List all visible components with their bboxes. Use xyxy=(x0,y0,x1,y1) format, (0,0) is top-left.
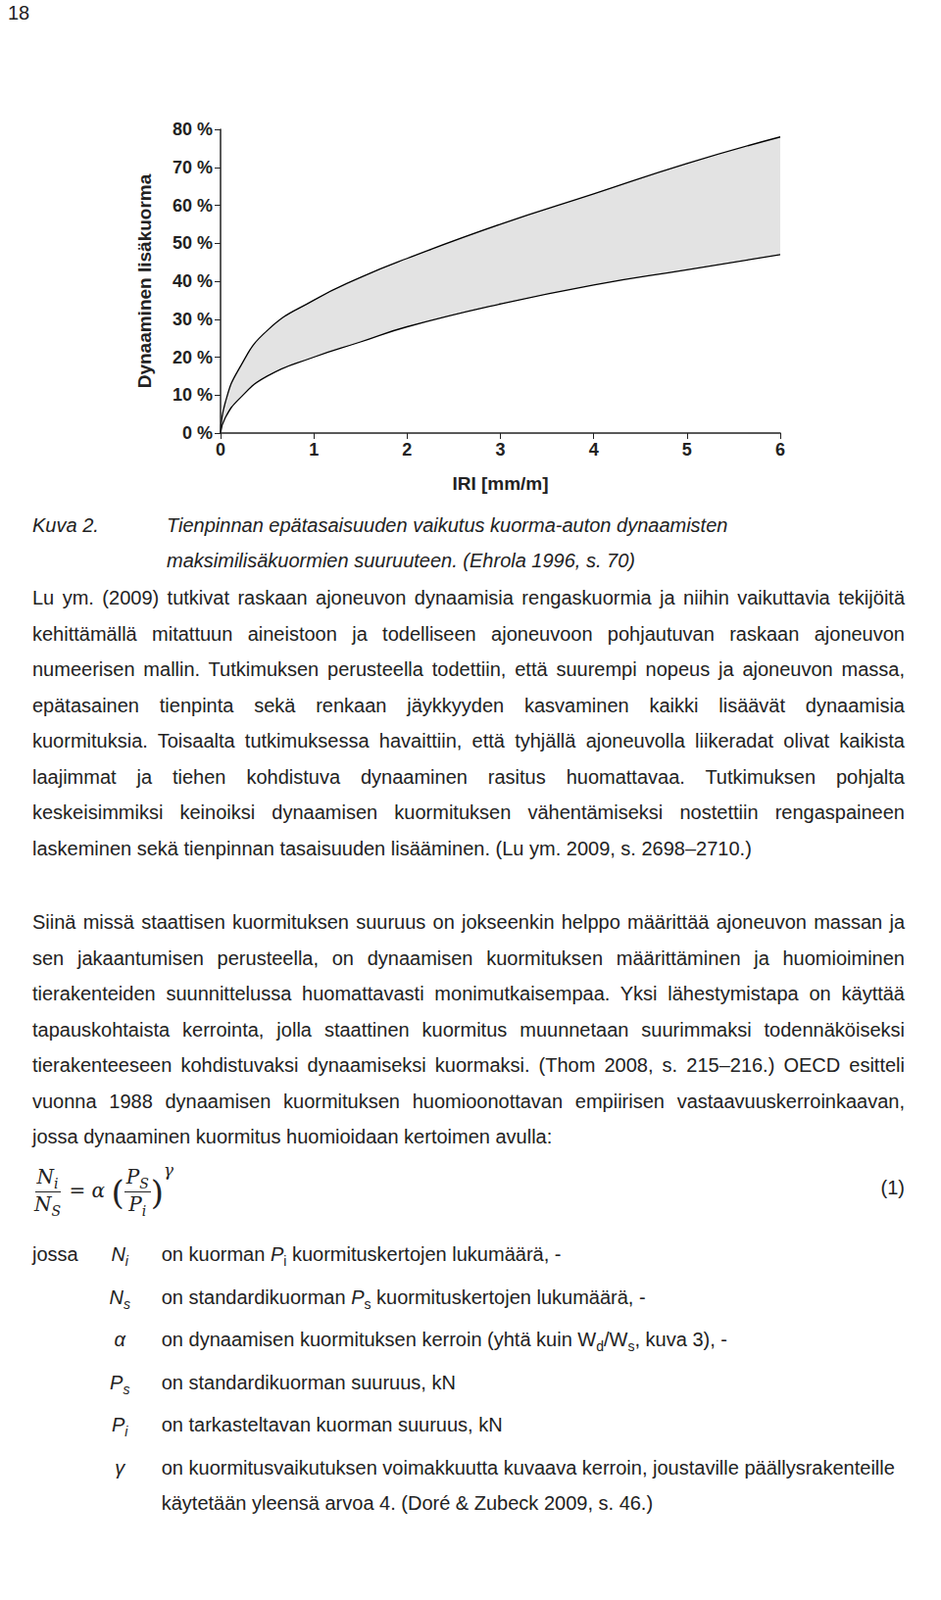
html-text:γ: γ xyxy=(163,1161,174,1181)
html-text:Tienpinnan epätasaisuuden vaik: Tienpinnan epätasaisuuden vaikutus kuorm… xyxy=(166,514,728,572)
html-text:= α(PS: = α(PS xyxy=(62,1165,149,1213)
svg-text:Dynaaminen lisäkuorma: Dynaaminen lisäkuorma xyxy=(134,173,155,389)
svg-text:50 %: 50 % xyxy=(172,233,213,253)
svg-text:2: 2 xyxy=(401,440,412,460)
svg-text:4: 4 xyxy=(589,440,599,460)
html-text:18: 18 xyxy=(7,1,30,24)
svg-text:5: 5 xyxy=(682,440,693,460)
svg-text:10 %: 10 % xyxy=(172,385,213,405)
html-text:Ni: Ni xyxy=(111,1243,129,1270)
html-text:Siinä missä staattisen kuormit: Siinä missä staattisen kuormituksen suur… xyxy=(32,911,905,1148)
html-text:Ps: Ps xyxy=(109,1371,130,1398)
html-text:(1): (1) xyxy=(880,1177,905,1199)
html-text:on standardikuorman Pskuormitu: on standardikuorman Pskuormituskertojen … xyxy=(161,1286,646,1313)
svg-text:20 %: 20 % xyxy=(172,347,213,368)
svg-text:3: 3 xyxy=(495,440,505,460)
html-text:γ: γ xyxy=(114,1457,125,1479)
svg-text:60 %: 60 % xyxy=(172,196,213,216)
html-text:on kuorman Pikuormituskertojen: on kuorman Pikuormituskertojen lukumäärä… xyxy=(161,1243,562,1270)
svg-text:IRI [mm/m]: IRI [mm/m] xyxy=(451,473,548,495)
html-text:Pi: Pi xyxy=(128,1192,147,1220)
html-text:on kuormitusvaikutuksen voimak: on kuormitusvaikutuksen voimakkuutta kuv… xyxy=(161,1457,895,1515)
html-text:on tarkasteltavan kuorman suur: on tarkasteltavan kuorman suuruus, kN xyxy=(161,1414,503,1437)
html-text:Kuva 2.: Kuva 2. xyxy=(32,514,99,537)
svg-text:30 %: 30 % xyxy=(172,309,213,330)
svg-text:0: 0 xyxy=(215,440,226,460)
svg-text:6: 6 xyxy=(775,440,786,460)
html-text:Pi: Pi xyxy=(111,1414,128,1440)
svg-text:80 %: 80 % xyxy=(172,119,213,140)
svg-text:40 %: 40 % xyxy=(172,271,213,292)
html-text:Ns: Ns xyxy=(109,1286,131,1313)
svg-text:70 %: 70 % xyxy=(172,157,213,178)
html-text:NS: NS xyxy=(34,1192,61,1220)
html-text:Lu ym. (2009) tutkivat raskaan: Lu ym. (2009) tutkivat raskaan ajoneuvon… xyxy=(32,587,905,860)
svg-text:1: 1 xyxy=(308,440,319,460)
html-text:α: α xyxy=(114,1329,126,1351)
html-text:jossa: jossa xyxy=(32,1243,79,1266)
html-text:on standardikuorman suuruus, k: on standardikuorman suuruus, kN xyxy=(161,1371,456,1394)
html-text:on dynaamisen kuormituksen ker: on dynaamisen kuormituksen kerroin (yhtä… xyxy=(161,1329,728,1355)
html-text:Ni: Ni xyxy=(36,1165,59,1192)
svg-text:0 %: 0 % xyxy=(182,423,213,444)
